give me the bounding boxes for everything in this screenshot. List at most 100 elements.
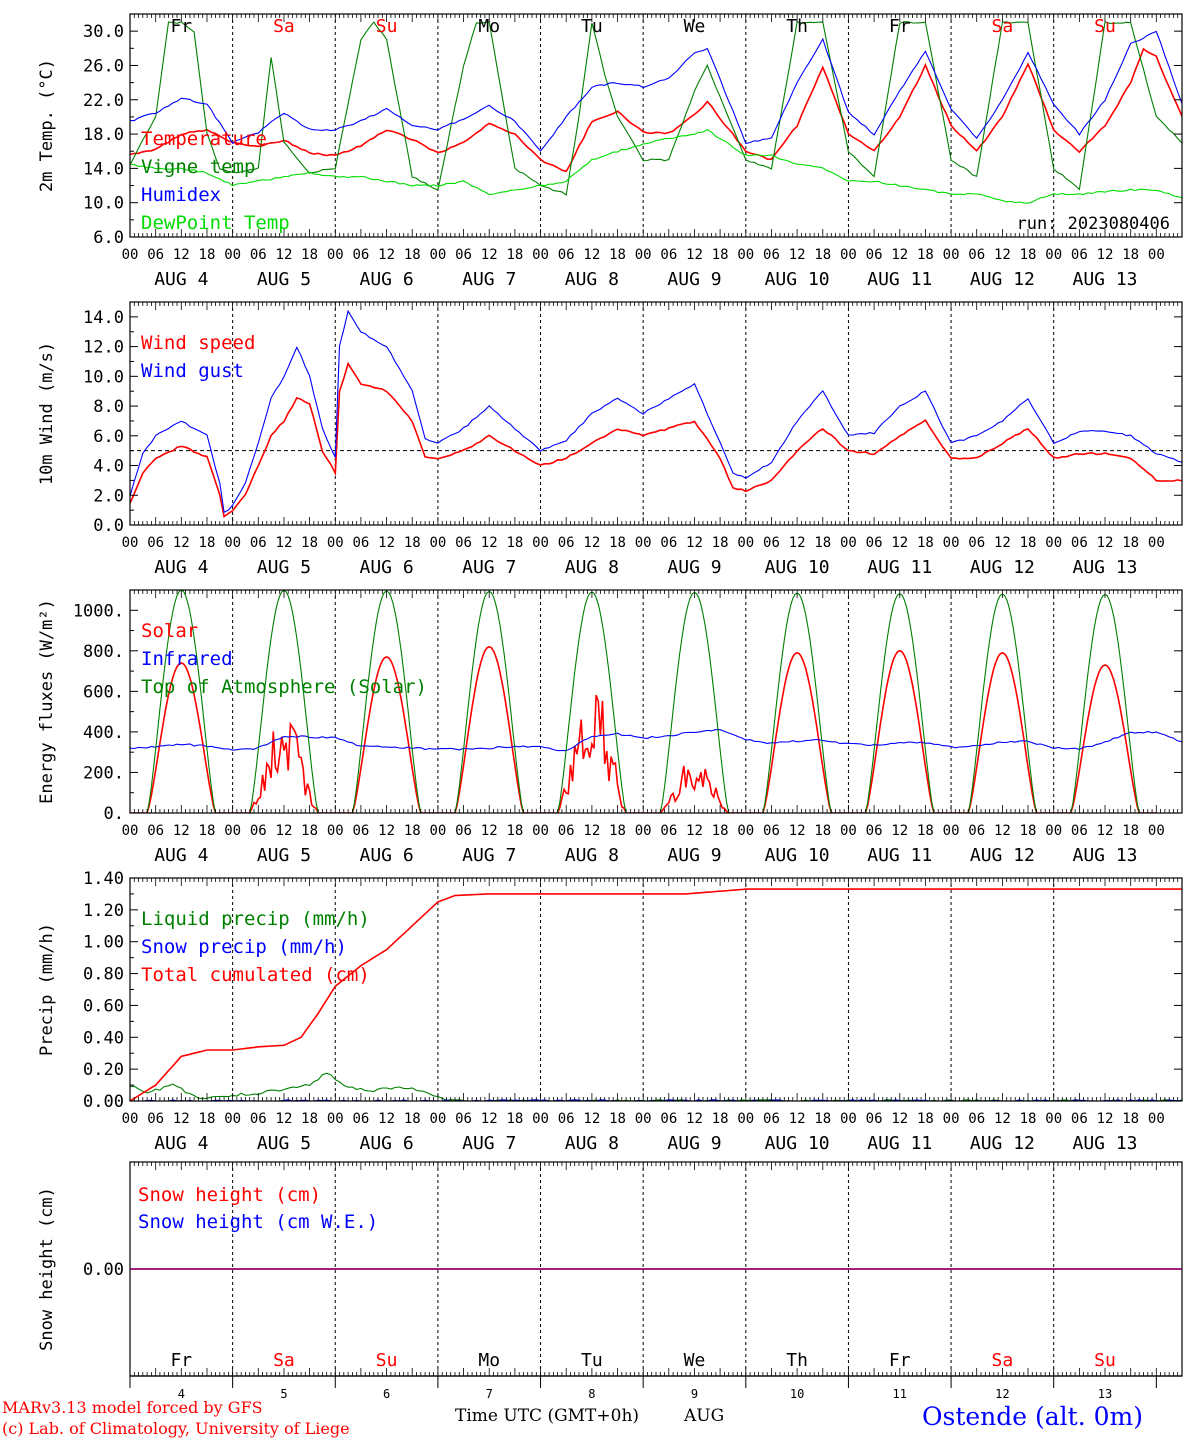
y-tick-label: 14.0 <box>83 308 124 328</box>
date-label: AUG 6 <box>359 557 413 578</box>
weekday-label: Tu <box>581 1350 603 1371</box>
x-axis-label: Time UTC (GMT+0h) <box>455 1406 640 1426</box>
date-label: AUG 12 <box>970 557 1035 578</box>
series-humidex <box>130 30 1182 152</box>
day-number-label: 7 <box>486 1387 493 1401</box>
hour-label: 00 <box>429 535 446 551</box>
date-label: AUG 9 <box>667 845 721 866</box>
weekday-label: Sa <box>992 1350 1014 1371</box>
hour-label: 18 <box>917 535 934 551</box>
hour-label: 12 <box>481 1111 498 1127</box>
legend-vigne-temp: Vigne temp <box>141 156 255 178</box>
date-label: AUG 4 <box>154 557 208 578</box>
hour-label: 06 <box>147 247 164 263</box>
legend-snow-height-cm: Snow height (cm) <box>138 1184 321 1206</box>
y-tick-label: 6.0 <box>93 228 124 248</box>
hour-label: 06 <box>250 247 267 263</box>
panel-data-energy <box>130 590 1182 813</box>
hour-label: 12 <box>891 535 908 551</box>
date-label: AUG 8 <box>565 1133 619 1154</box>
hour-label: 00 <box>122 1111 139 1127</box>
day-number-label: 5 <box>280 1387 287 1401</box>
hour-label: 12 <box>994 823 1011 839</box>
y-tick-label: 0.20 <box>83 1060 124 1080</box>
panel-data-wind <box>130 309 1182 518</box>
hour-label: 00 <box>327 823 344 839</box>
hour-label: 06 <box>147 1111 164 1127</box>
y-tick-label: 26.0 <box>83 56 124 76</box>
hour-label: 18 <box>506 535 523 551</box>
hour-label: 06 <box>866 823 883 839</box>
y-tick-label: 10.0 <box>83 367 124 387</box>
y-tick-label: 6.0 <box>93 427 124 447</box>
hour-label: 18 <box>609 1111 626 1127</box>
hour-label: 18 <box>506 1111 523 1127</box>
hour-label: 06 <box>455 1111 472 1127</box>
hour-label: 12 <box>276 247 293 263</box>
y-axis-title: Snow height (cm) <box>37 1187 57 1351</box>
y-tick-label: 1000. <box>73 601 124 621</box>
day-number-label: 4 <box>178 1387 185 1401</box>
day-number-label: 6 <box>383 1387 390 1401</box>
y-tick-label: 0.00 <box>83 1092 124 1112</box>
hour-label: 18 <box>917 823 934 839</box>
hour-label: 18 <box>814 247 831 263</box>
weekday-label: Th <box>786 1350 808 1371</box>
hour-label: 12 <box>789 535 806 551</box>
hour-label: 12 <box>891 247 908 263</box>
hour-label: 18 <box>1020 823 1037 839</box>
hour-label: 18 <box>1122 535 1139 551</box>
run-label: run: 2023080406 <box>1016 214 1170 234</box>
weekday-label: Fr <box>170 1350 192 1371</box>
weekday-label: Tu <box>581 16 603 37</box>
series-temperature <box>130 47 1182 173</box>
y-tick-label: 22.0 <box>83 91 124 111</box>
panel-wind <box>129 301 1183 526</box>
panel-temp <box>129 13 1183 238</box>
hour-label: 00 <box>635 535 652 551</box>
hour-label: 00 <box>224 247 241 263</box>
hour-label: 12 <box>994 535 1011 551</box>
hour-label: 06 <box>968 535 985 551</box>
hour-label: 12 <box>481 247 498 263</box>
panel-frame <box>129 589 1183 814</box>
hour-label: 06 <box>352 823 369 839</box>
hour-label: 18 <box>712 535 729 551</box>
date-label: AUG 9 <box>667 1133 721 1154</box>
hour-label: 00 <box>1148 535 1165 551</box>
hour-label: 00 <box>532 535 549 551</box>
date-label: AUG 5 <box>257 1133 311 1154</box>
hour-label: 00 <box>635 247 652 263</box>
date-label: AUG 7 <box>462 269 516 290</box>
day-number-label: 11 <box>893 1387 907 1401</box>
hour-label: 00 <box>532 823 549 839</box>
hour-label: 06 <box>866 247 883 263</box>
hour-label: 18 <box>506 823 523 839</box>
hour-label: 00 <box>737 823 754 839</box>
hour-label: 06 <box>660 247 677 263</box>
hour-label: 18 <box>1122 247 1139 263</box>
hour-label: 18 <box>917 1111 934 1127</box>
y-tick-label: 4.0 <box>93 457 124 477</box>
y-tick-label: 10.0 <box>83 194 124 214</box>
time-ticks <box>129 14 1183 237</box>
hour-label: 18 <box>1020 247 1037 263</box>
hour-label: 18 <box>1020 535 1037 551</box>
panel-energy <box>129 589 1183 814</box>
hour-label: 06 <box>455 823 472 839</box>
date-label: AUG 11 <box>867 1133 932 1154</box>
hour-label: 18 <box>1122 1111 1139 1127</box>
hour-label: 06 <box>763 247 780 263</box>
date-label: AUG 13 <box>1073 1133 1138 1154</box>
y-tick-label: 8.0 <box>93 397 124 417</box>
x-axis-month: AUG <box>684 1406 725 1426</box>
hour-label: 06 <box>660 535 677 551</box>
y-tick-label: 12.0 <box>83 338 124 358</box>
weekday-label: Su <box>376 16 398 37</box>
series-infrared <box>130 729 1182 752</box>
hour-label: 18 <box>712 1111 729 1127</box>
date-label: AUG 7 <box>462 1133 516 1154</box>
weekday-label: Th <box>786 16 808 37</box>
hour-label: 12 <box>686 535 703 551</box>
hour-label: 12 <box>173 1111 190 1127</box>
